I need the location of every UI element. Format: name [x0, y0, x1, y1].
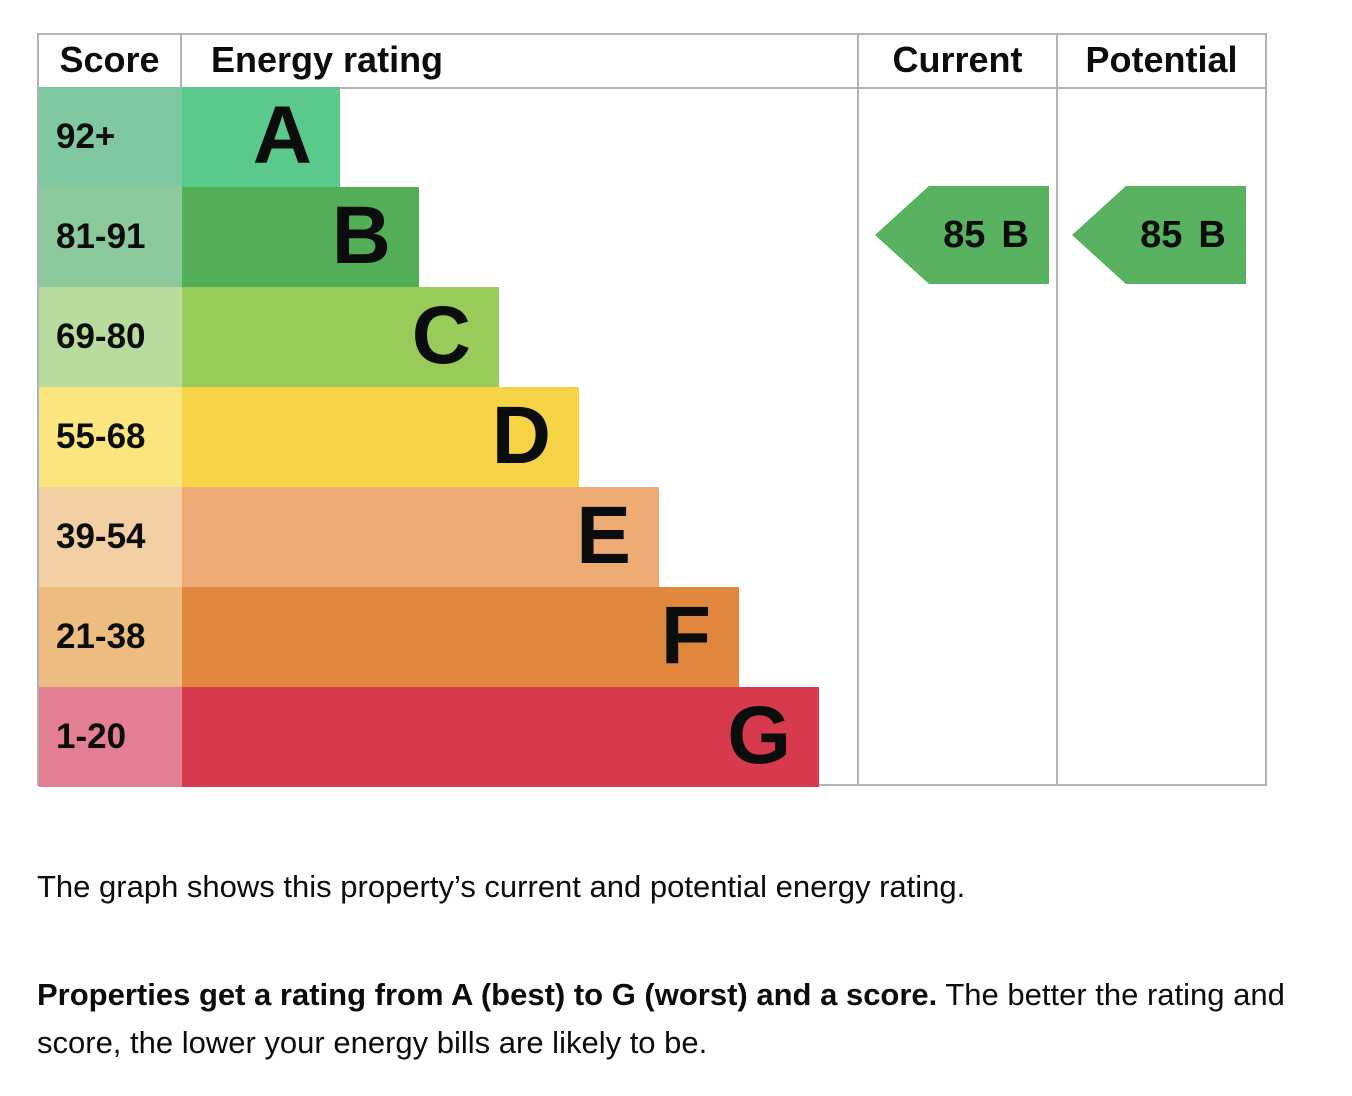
- band-letter-d: D: [491, 390, 551, 481]
- band-bar-b: B: [182, 187, 419, 287]
- score-range-d: 55-68: [39, 387, 182, 487]
- column-header-potential: Potential: [1058, 35, 1265, 87]
- band-letter-a: A: [252, 90, 312, 181]
- band-bar-c: C: [182, 287, 499, 387]
- band-letter-f: F: [660, 590, 711, 681]
- explanation-rest: The better the rating and score, the low…: [37, 977, 1285, 1060]
- band-letter-c: C: [411, 290, 471, 381]
- header-divider: [39, 87, 1265, 89]
- score-range-a: 92+: [39, 87, 182, 187]
- explanation-bold-lead: Properties get a rating from A (best) to…: [37, 977, 938, 1012]
- column-header-score: Score: [39, 35, 182, 87]
- chart-explanation: Properties get a rating from A (best) to…: [37, 971, 1329, 1067]
- column-header-current: Current: [857, 35, 1058, 87]
- band-row-e: 39-54 E: [39, 487, 1265, 587]
- chart-caption: The graph shows this property’s current …: [37, 869, 966, 904]
- potential-rating-letter: B: [1198, 213, 1226, 256]
- potential-column-divider: [1056, 35, 1058, 784]
- current-rating-letter: B: [1001, 213, 1029, 256]
- score-range-f: 21-38: [39, 587, 182, 687]
- band-letter-b: B: [331, 190, 391, 281]
- column-header-energy-rating: Energy rating: [184, 35, 859, 87]
- band-row-b: 81-91 B: [39, 187, 1265, 287]
- score-range-g: 1-20: [39, 687, 182, 787]
- potential-rating-score: 85: [1140, 213, 1183, 256]
- band-letter-e: E: [576, 490, 631, 581]
- band-bar-a: A: [182, 87, 340, 187]
- band-bar-f: F: [182, 587, 739, 687]
- current-rating-score: 85: [943, 213, 986, 256]
- score-range-b: 81-91: [39, 187, 182, 287]
- band-bar-e: E: [182, 487, 659, 587]
- band-row-d: 55-68 D: [39, 387, 1265, 487]
- band-row-a: 92+ A: [39, 87, 1265, 187]
- band-row-g: 1-20 G: [39, 687, 1265, 787]
- band-bar-d: D: [182, 387, 579, 487]
- score-range-e: 39-54: [39, 487, 182, 587]
- epc-rating-table: Score Energy rating Current Potential 92…: [37, 33, 1267, 787]
- score-range-c: 69-80: [39, 287, 182, 387]
- current-column-divider: [857, 35, 859, 784]
- band-letter-g: G: [727, 690, 791, 781]
- band-bar-g: G: [182, 687, 819, 787]
- band-row-f: 21-38 F: [39, 587, 1265, 687]
- band-row-c: 69-80 C: [39, 287, 1265, 387]
